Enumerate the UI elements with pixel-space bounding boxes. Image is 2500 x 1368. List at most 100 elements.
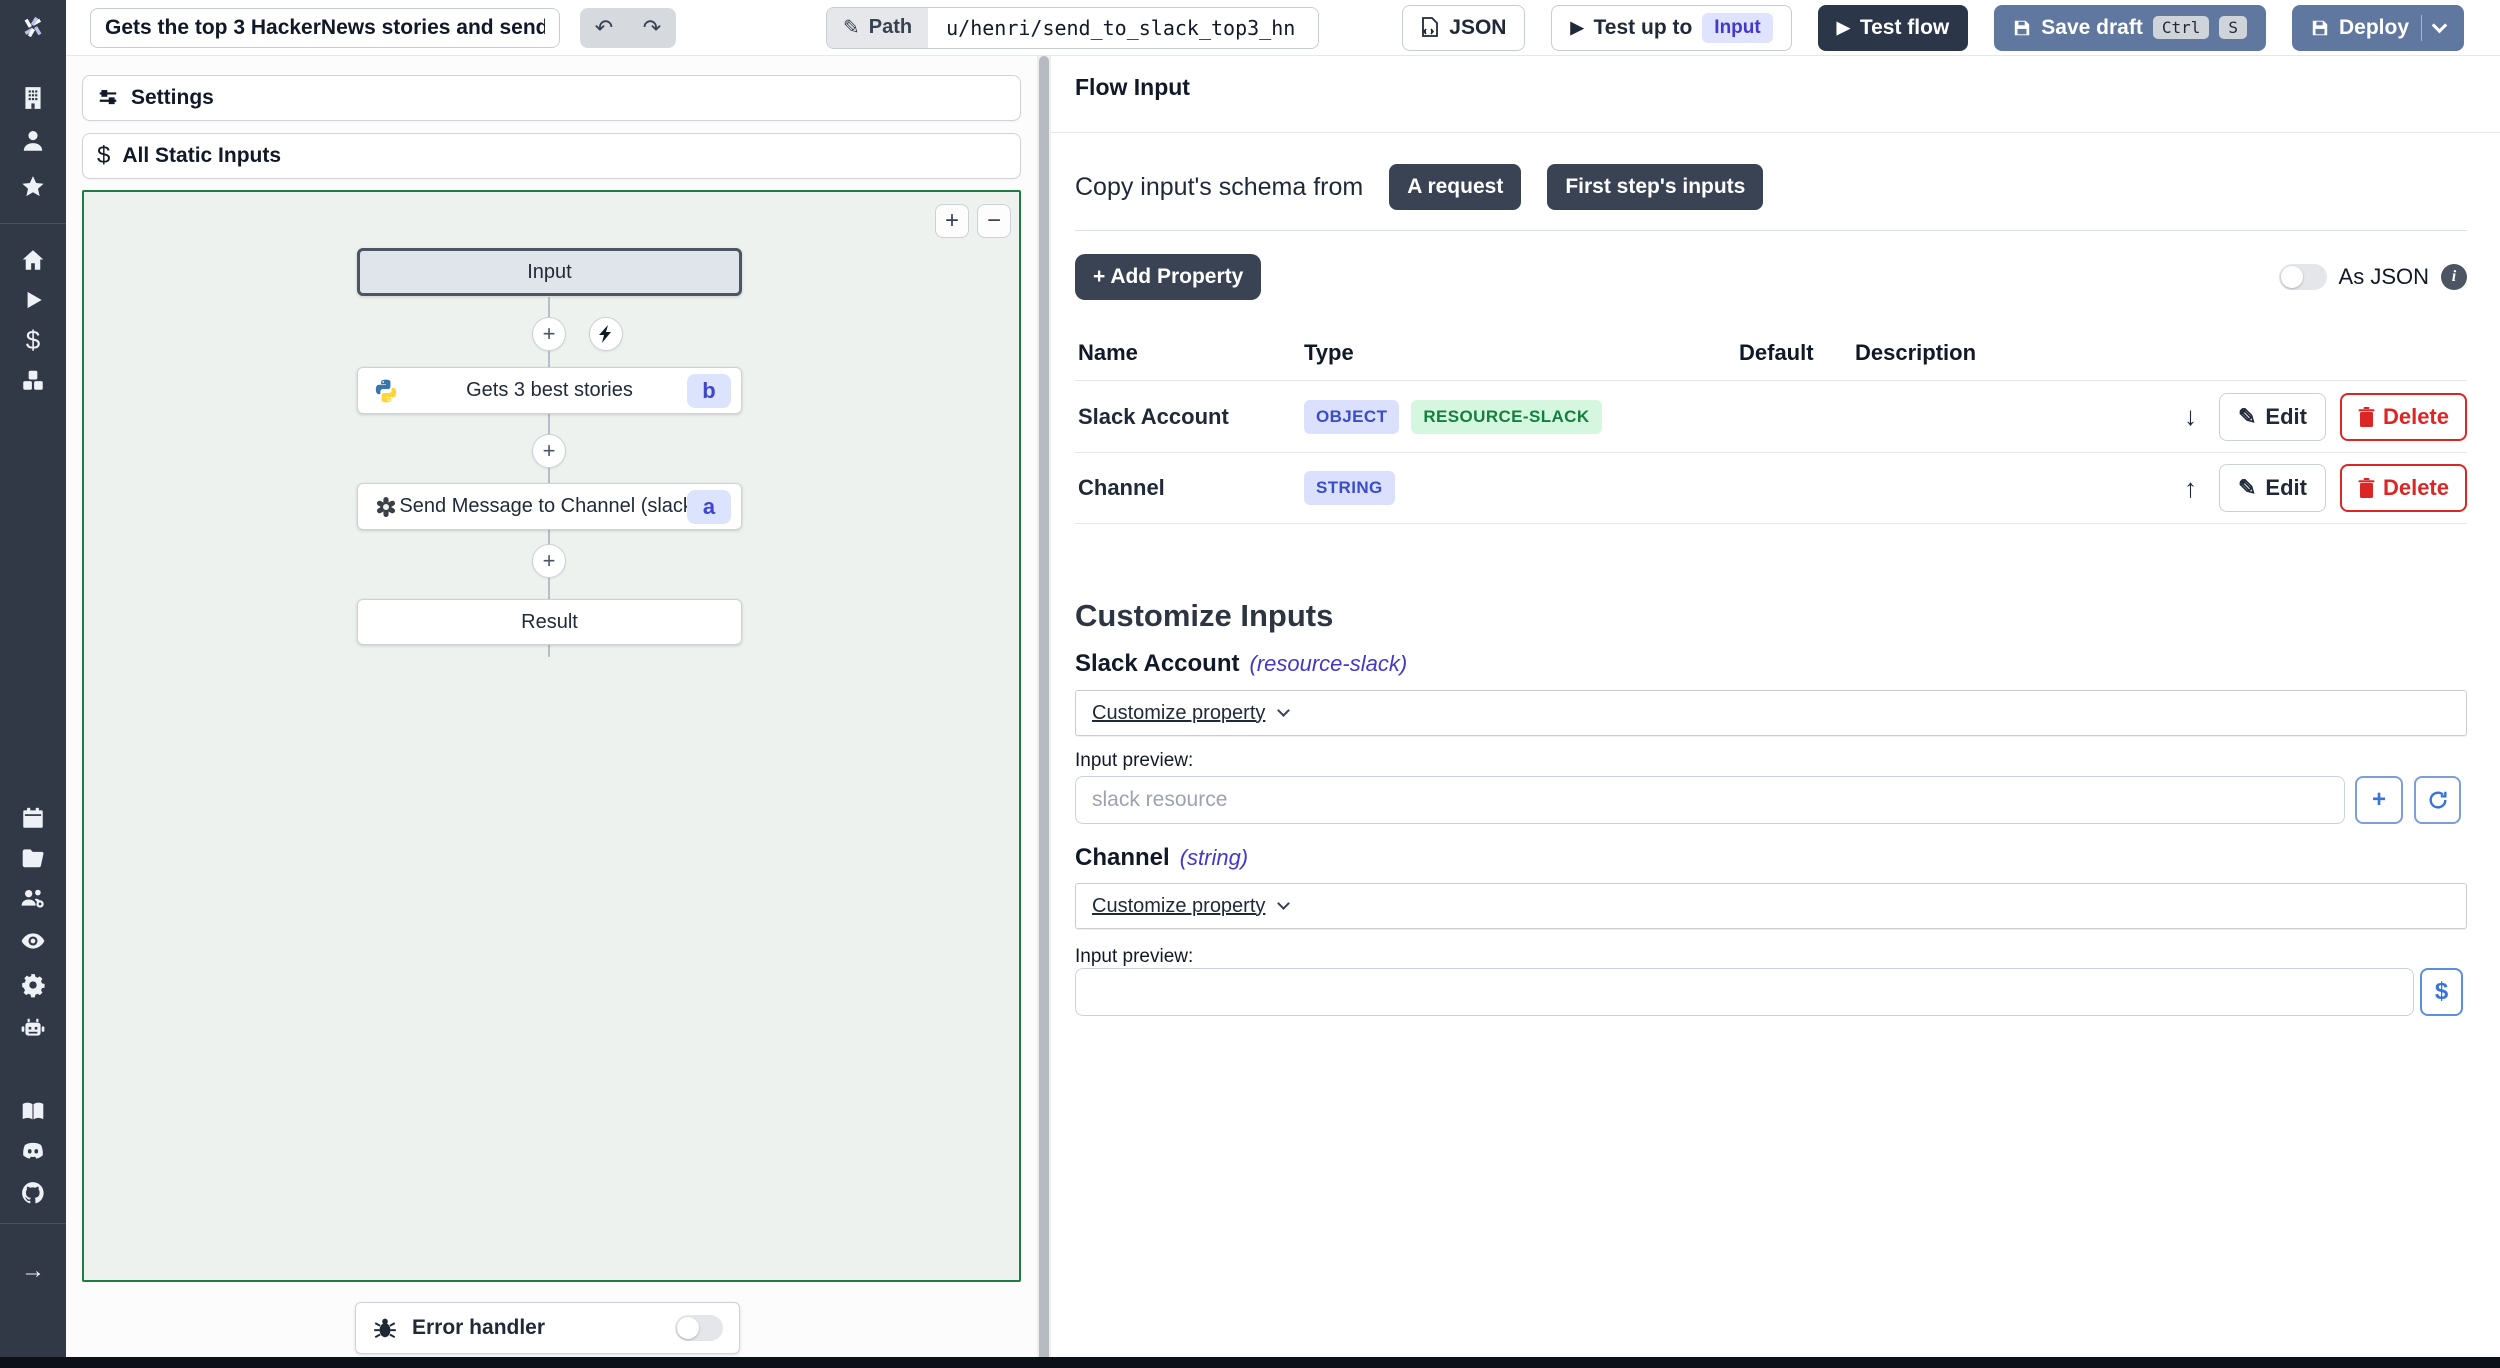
section-divider [1075, 230, 2467, 231]
flow-node-step-a[interactable]: Send Message to Channel (slack) a [357, 483, 742, 530]
delete-button[interactable]: Delete [2339, 392, 2467, 441]
property-name: Slack Account [1078, 403, 1229, 429]
zap-asterisk-icon [372, 493, 400, 521]
chevron-down-icon [1277, 896, 1291, 910]
splitter-thumb[interactable] [1039, 56, 1049, 1368]
save-icon [2013, 19, 2031, 37]
panel-title: Flow Input [1075, 74, 1190, 100]
chevron-down-icon [1277, 703, 1291, 717]
all-static-inputs-accordion[interactable]: $ All Static Inputs [82, 133, 1021, 179]
flow-graph-canvas[interactable]: + − Input + Gets 3 best stories b + Send… [82, 190, 1021, 1282]
section-type: (resource-slack) [1249, 651, 1408, 676]
insert-variable-button[interactable]: $ [2420, 968, 2463, 1016]
move-down-button[interactable]: ↓ [2183, 401, 2197, 431]
variables-dollar-icon[interactable]: $ [25, 324, 41, 355]
expand-arrow-icon[interactable]: → [21, 1257, 45, 1284]
home-icon[interactable] [18, 245, 48, 275]
column-header-default: Default [1739, 340, 1814, 365]
path-group[interactable]: ✎ Path u/henri/send_to_slack_top3_hn [826, 6, 1320, 49]
resources-boxes-icon[interactable] [18, 365, 48, 395]
groups-user-gear-icon[interactable] [18, 883, 48, 913]
windmill-logo-icon[interactable] [18, 12, 48, 42]
error-handler-box[interactable]: Error handler [355, 1302, 740, 1354]
settings-gear-icon[interactable] [18, 970, 48, 1000]
deploy-button[interactable]: Deploy [2291, 4, 2464, 51]
kbd-ctrl: Ctrl [2152, 16, 2210, 39]
copy-from-first-step-button[interactable]: First step's inputs [1547, 164, 1764, 210]
as-json-control: As JSON i [2278, 264, 2467, 290]
table-row: Channel STRING ↑ ✎ Edit Delete [1075, 452, 2467, 524]
error-handler-label: Error handler [412, 1316, 546, 1339]
trash-icon [2358, 406, 2375, 427]
section-type: (string) [1179, 845, 1249, 870]
header-divider [1051, 132, 2500, 133]
add-resource-button[interactable]: + [2355, 776, 2403, 824]
panel-splitter[interactable] [1037, 56, 1051, 1368]
flow-node-step-b[interactable]: Gets 3 best stories b [357, 367, 742, 414]
json-button[interactable]: JSON [1402, 4, 1526, 51]
refresh-button[interactable] [2414, 776, 2461, 824]
test-up-to-button[interactable]: ▶ Test up to Input [1551, 4, 1792, 51]
flow-node-result[interactable]: Result [357, 599, 742, 645]
insert-step-button[interactable]: + [532, 317, 566, 351]
property-name: Channel [1078, 475, 1165, 500]
github-icon[interactable] [18, 1178, 48, 1208]
sidebar-divider [0, 223, 66, 224]
path-value[interactable]: u/henri/send_to_slack_top3_hn [928, 7, 1319, 48]
discord-icon[interactable] [18, 1136, 48, 1166]
customize-property-box[interactable]: Customize property [1075, 883, 2467, 929]
as-json-label: As JSON [2338, 264, 2429, 289]
bottom-scrollbar[interactable] [0, 1357, 2500, 1368]
add-trigger-bolt-button[interactable] [589, 317, 623, 351]
dollar-icon: $ [97, 142, 111, 169]
customize-inputs-title: Customize Inputs [1075, 598, 1334, 633]
redo-button[interactable]: ↷ [628, 8, 676, 48]
undo-redo-group: ↶ ↷ [580, 7, 676, 48]
copy-from-request-button[interactable]: A request [1389, 164, 1522, 210]
delete-button[interactable]: Delete [2339, 464, 2467, 512]
test-flow-button[interactable]: ▶ Test flow [1817, 4, 1969, 51]
docs-book-icon[interactable] [18, 1096, 48, 1126]
info-icon[interactable]: i [2441, 264, 2467, 290]
python-icon [372, 377, 400, 405]
flow-node-input[interactable]: Input [357, 248, 742, 296]
column-header-type: Type [1304, 340, 1354, 365]
customize-property-box[interactable]: Customize property [1075, 690, 2467, 736]
save-draft-button[interactable]: Save draft Ctrl S [1994, 4, 2266, 51]
input-preview-label: Input preview: [1075, 750, 1194, 771]
topbar: ↶ ↷ ✎ Path u/henri/send_to_slack_top3_hn… [66, 0, 2500, 56]
insert-step-button[interactable]: + [532, 544, 566, 578]
audit-eye-icon[interactable] [18, 926, 48, 956]
edit-button[interactable]: ✎ Edit [2218, 392, 2326, 441]
zoom-in-button[interactable]: + [935, 204, 969, 238]
flow-summary-input[interactable] [90, 7, 560, 48]
chevron-down-icon[interactable] [2431, 17, 2448, 33]
as-json-toggle[interactable] [2278, 264, 2327, 290]
runs-play-icon[interactable] [18, 285, 48, 315]
user-icon[interactable] [18, 126, 48, 156]
star-icon[interactable] [18, 172, 48, 202]
move-up-button[interactable]: ↑ [2183, 472, 2197, 503]
sidebar-divider [0, 1223, 66, 1224]
channel-input[interactable] [1075, 968, 2414, 1016]
error-handler-toggle[interactable] [675, 1315, 723, 1341]
flow-edge [548, 297, 550, 657]
pencil-icon: ✎ [2237, 475, 2257, 500]
zoom-out-button[interactable]: − [977, 204, 1011, 238]
customize-property-link[interactable]: Customize property [1092, 894, 1266, 917]
building-icon[interactable] [18, 83, 48, 113]
workers-robot-icon[interactable] [18, 1013, 48, 1043]
undo-button[interactable]: ↶ [580, 8, 628, 48]
insert-step-button[interactable]: + [532, 434, 566, 468]
folders-icon[interactable] [18, 843, 48, 873]
table-row: Slack Account OBJECT RESOURCE-SLACK ↓ ✎ … [1075, 380, 2467, 452]
edit-button[interactable]: ✎ Edit [2218, 464, 2326, 512]
add-property-button[interactable]: + Add Property [1075, 254, 1262, 300]
bug-icon [372, 1315, 398, 1341]
schedules-calendar-icon[interactable] [18, 803, 48, 833]
slack-resource-input[interactable] [1075, 776, 2345, 824]
play-icon: ▶ [1836, 17, 1850, 37]
type-badge: OBJECT [1304, 399, 1400, 434]
customize-property-link[interactable]: Customize property [1092, 701, 1266, 724]
settings-accordion[interactable]: Settings [82, 75, 1021, 121]
